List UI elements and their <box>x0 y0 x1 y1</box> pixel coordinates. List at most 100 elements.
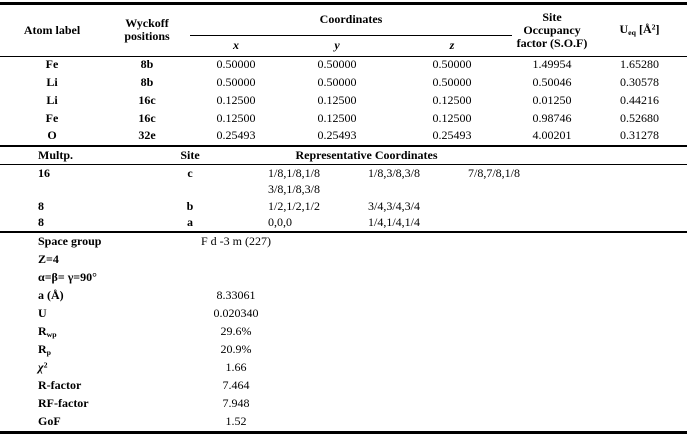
filler-cell <box>282 359 687 377</box>
param-row-rwp: Rwp 29.6% <box>0 323 687 341</box>
filler-cell <box>282 377 687 395</box>
param-label: Rwp <box>38 323 57 339</box>
y-cell: 0.50000 <box>317 74 357 89</box>
multp-header: Multp. <box>0 146 155 166</box>
coord-cell-1: 0,0,0 <box>268 215 292 230</box>
x-cell: 0.12500 <box>216 110 256 125</box>
atom-label-cell: Fe <box>45 110 59 125</box>
coord-cell-2: 1/4,1/4,1/4 <box>368 215 421 230</box>
sof-header-line-1: Site <box>542 9 562 24</box>
site-cell <box>155 181 225 198</box>
atom-row-fe-16c: Fe 16c 0.12500 0.12500 0.12500 0.98746 0… <box>0 109 687 127</box>
coord-cell-3 <box>465 214 565 231</box>
sites-header-empty-2 <box>565 146 687 166</box>
atom-row-fe-8b: Fe 8b 0.50000 0.50000 0.50000 1.49954 1.… <box>0 56 687 74</box>
top-border-rule <box>0 2 687 5</box>
param-value <box>190 251 282 269</box>
z-cell: 0.50000 <box>432 74 472 89</box>
param-label: a (Å) <box>38 288 64 303</box>
param-label: Space group <box>38 234 102 249</box>
coord-cell-2: 1/8,3/8,3/8 <box>368 165 421 180</box>
filler-cell <box>565 165 687 182</box>
sof-cell: 0.98746 <box>532 110 572 125</box>
ueq-cell: 0.31278 <box>620 128 659 143</box>
param-value: F d -3 m (227) <box>201 234 271 249</box>
param-value: 29.6% <box>220 324 252 339</box>
wyckoff-header-line-1: Wyckoff <box>125 16 169 31</box>
ueq-header: Ueq [Å2] <box>592 5 687 57</box>
param-label: U <box>38 306 47 321</box>
z-cell: 0.50000 <box>432 57 472 72</box>
filler-cell <box>565 181 687 198</box>
site-header: Site <box>155 146 225 166</box>
coord-cell-1: 1/2,1/2,1/2 <box>268 198 321 213</box>
param-value: 8.33061 <box>216 288 256 303</box>
atomic-positions-table: Atom label Wyckoff positions Coordinates… <box>0 5 687 145</box>
wyckoff-positions-header: Wyckoff positions <box>104 5 190 57</box>
param-label: Z=4 <box>38 252 59 267</box>
coord-cell-3 <box>465 181 565 198</box>
y-cell: 0.12500 <box>317 110 357 125</box>
atom-label-cell: Li <box>46 74 58 89</box>
multp-cell: 8 <box>38 215 44 230</box>
sof-header-line-3: factor (S.O.F) <box>516 35 588 50</box>
param-row-a-lattice: a (Å) 8.33061 <box>0 287 687 305</box>
param-label: χ2 <box>38 360 48 375</box>
filler-cell <box>565 214 687 231</box>
sof-cell: 0.50046 <box>532 74 572 89</box>
site-row-8a: 8 a 0,0,0 1/4,1/4,1/4 <box>0 214 687 231</box>
site-row-8b: 8 b 1/2,1/2,1/2 3/4,3/4,3/4 <box>0 198 687 215</box>
y-column-header: y <box>282 35 392 57</box>
wyckoff-sites-table: Multp. Site Representative Coordinates 1… <box>0 146 687 231</box>
z-cell: 0.12500 <box>432 110 472 125</box>
site-cell: c <box>187 165 193 180</box>
sof-cell: 0.01250 <box>532 92 572 107</box>
x-cell: 0.50000 <box>216 57 256 72</box>
site-cell: a <box>187 215 193 230</box>
param-label: R-factor <box>38 378 82 393</box>
filler-cell <box>565 198 687 215</box>
filler-cell <box>282 287 687 305</box>
param-value: 20.9% <box>220 342 252 357</box>
coord-cell-1: 1/8,1/8,1/8 <box>268 165 321 180</box>
site-cell: b <box>186 198 194 213</box>
atom-label-cell: O <box>47 128 57 143</box>
ueq-cell: 0.44216 <box>620 92 659 107</box>
sites-header-row: Multp. Site Representative Coordinates <box>0 146 687 166</box>
atom-label-header: Atom label <box>0 5 104 57</box>
filler-cell <box>282 323 687 341</box>
param-label: α=β= γ=90° <box>38 270 97 285</box>
param-value: 0.020340 <box>213 306 259 321</box>
wyckoff-cell: 8b <box>140 74 154 89</box>
param-value: 1.52 <box>225 414 247 429</box>
param-label: GoF <box>38 414 61 429</box>
wyckoff-cell: 16c <box>138 110 156 125</box>
atoms-header-row-1: Atom label Wyckoff positions Coordinates… <box>0 5 687 57</box>
coord-cell-1: 3/8,1/8,3/8 <box>268 182 321 197</box>
representative-coordinates-header: Representative Coordinates <box>225 146 465 166</box>
param-row-rffactor: RF-factor 7.948 <box>0 395 687 413</box>
wyckoff-cell: 8b <box>140 57 154 72</box>
atom-row-li-16c: Li 16c 0.12500 0.12500 0.12500 0.01250 0… <box>0 92 687 110</box>
refinement-parameters-table: Space group F d -3 m (227) Z=4 α=β= γ=90… <box>0 233 687 431</box>
param-value <box>190 269 282 287</box>
param-row-z: Z=4 <box>0 251 687 269</box>
atom-row-li-8b: Li 8b 0.50000 0.50000 0.50000 0.50046 0.… <box>0 74 687 92</box>
section-divider-rule-1 <box>0 144 687 147</box>
param-row-angles: α=β= γ=90° <box>0 269 687 287</box>
param-row-rfactor: R-factor 7.464 <box>0 377 687 395</box>
y-cell: 0.12500 <box>317 92 357 107</box>
param-row-gof: GoF 1.52 <box>0 413 687 431</box>
ueq-cell: 0.30578 <box>620 74 659 89</box>
ueq-cell: 1.65280 <box>620 57 659 72</box>
atoms-header-row-2: x y z <box>0 35 687 57</box>
atom-label-cell: Fe <box>45 57 59 72</box>
param-value: 7.464 <box>222 378 250 393</box>
x-column-header: x <box>190 35 282 57</box>
param-row-rp: Rp 20.9% <box>0 341 687 359</box>
z-column-header: z <box>392 35 512 57</box>
bottom-border-rule <box>0 430 687 434</box>
y-cell: 0.50000 <box>317 57 357 72</box>
coord-cell-3: 7/8,7/8,1/8 <box>468 165 521 180</box>
